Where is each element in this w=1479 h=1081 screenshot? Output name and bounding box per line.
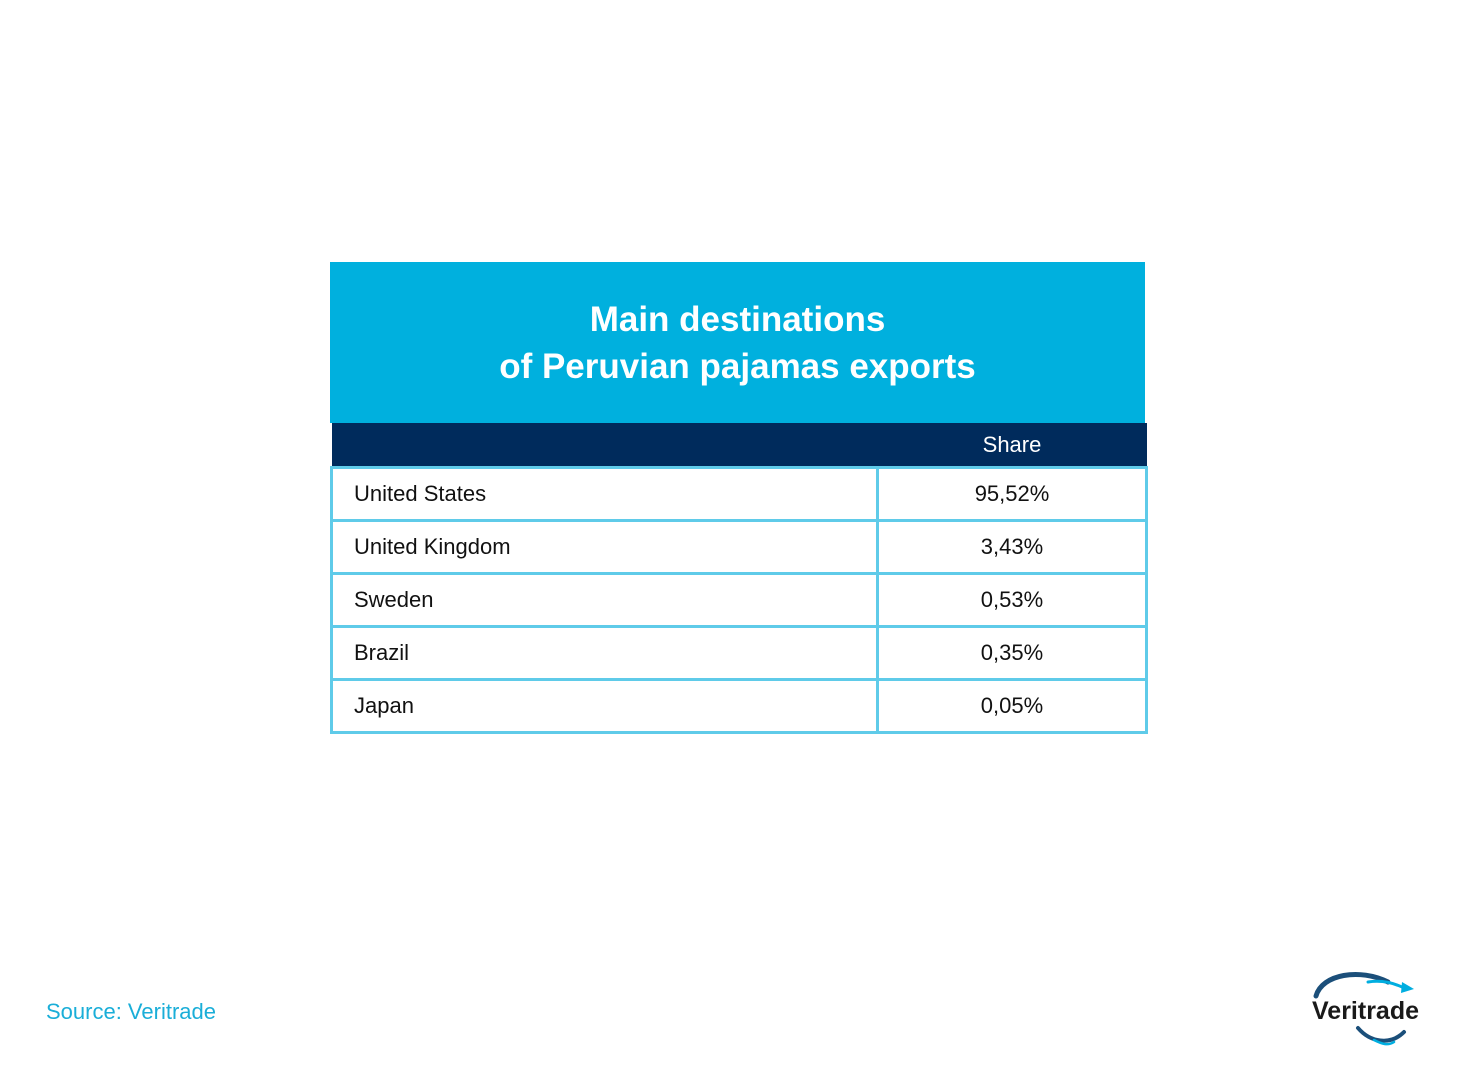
- table-row: Japan 0,05%: [330, 678, 1148, 734]
- table-row: United Kingdom 3,43%: [330, 519, 1148, 575]
- share-cell: 0,05%: [876, 678, 1148, 734]
- header-name: [331, 423, 878, 468]
- table-row: Brazil 0,35%: [330, 625, 1148, 681]
- country-cell: Brazil: [330, 625, 879, 681]
- table-title-line-1: Main destinations: [589, 299, 886, 339]
- header-share: Share: [877, 423, 1147, 468]
- table-title: Main destinations of Peruvian pajamas ex…: [330, 262, 1145, 423]
- country-cell: United Kingdom: [330, 519, 879, 575]
- source-note: Source: Veritrade: [46, 999, 216, 1024]
- destinations-table: Share United States 95,52% United Kingdo…: [330, 423, 1148, 734]
- share-cell: 0,35%: [876, 625, 1148, 681]
- country-cell: Sweden: [330, 572, 879, 628]
- veritrade-logo-icon: Veritrade: [1308, 970, 1428, 1050]
- data-table-card: Main destinations of Peruvian pajamas ex…: [330, 262, 1148, 734]
- share-cell: 95,52%: [876, 466, 1148, 522]
- table-row: Sweden 0,53%: [330, 572, 1148, 628]
- table-row: United States 95,52%: [330, 466, 1148, 522]
- share-cell: 3,43%: [876, 519, 1148, 575]
- country-cell: Japan: [330, 678, 879, 734]
- table-title-line-2: of Peruvian pajamas exports: [499, 346, 976, 386]
- table-header-row: Share: [331, 423, 1147, 468]
- logo-wordmark: Veritrade: [1312, 997, 1419, 1025]
- country-cell: United States: [330, 466, 879, 522]
- share-cell: 0,53%: [876, 572, 1148, 628]
